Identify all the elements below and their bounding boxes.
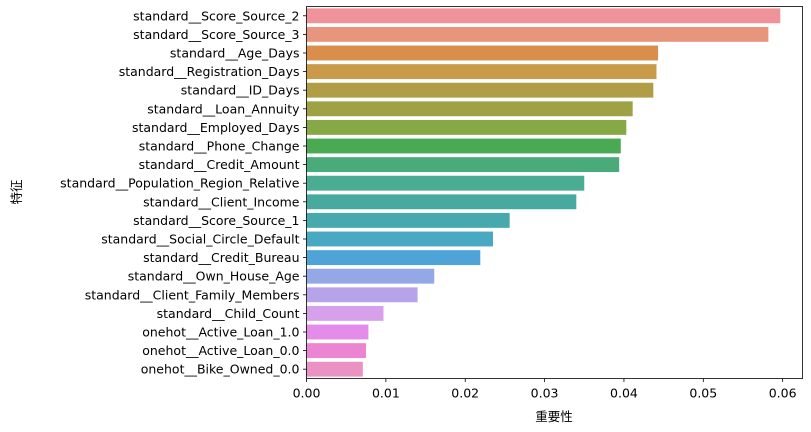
y-tick-labels: standard__Score_Source_2 standard__Score_… [60, 8, 307, 377]
bar [306, 119, 627, 135]
y-tick-label: standard__Score_Source_1 [133, 213, 299, 228]
bar [306, 250, 481, 266]
bar [306, 8, 781, 24]
x-axis-label: 重要性 [535, 409, 573, 424]
y-tick-label: standard__ID_Days [181, 83, 300, 98]
bar [306, 175, 585, 191]
bar [306, 343, 367, 359]
x-tick-label: 0.05 [689, 386, 717, 401]
x-tick-label: 0.02 [451, 386, 479, 401]
bar [306, 45, 659, 61]
bar [306, 324, 369, 340]
bar [306, 361, 363, 377]
y-tick-label: standard__Phone_Change [139, 139, 300, 154]
y-tick-label: standard__Score_Source_2 [133, 8, 299, 23]
bar [306, 101, 633, 117]
y-tick-label: standard__Social_Circle_Default [101, 232, 299, 247]
y-tick-label: standard__Own_House_Age [128, 269, 300, 284]
y-tick-label: standard__Client_Income [143, 194, 300, 209]
bars-group [306, 8, 781, 377]
bar [306, 82, 654, 98]
bar [306, 194, 577, 210]
y-tick-label: standard__Loan_Annuity [147, 101, 300, 116]
y-tick-label: standard__Employed_Days [132, 120, 300, 135]
bar [306, 287, 418, 303]
y-tick-label: onehot__Active_Loan_1.0 [142, 325, 299, 340]
y-tick-label: standard__Age_Days [170, 46, 300, 61]
plot-frame [306, 6, 803, 379]
y-tick-label: standard__Registration_Days [119, 64, 300, 79]
y-tick-label: standard__Population_Region_Relative [60, 176, 300, 191]
bar [306, 268, 435, 284]
y-tick-label: standard__Credit_Amount [139, 157, 300, 172]
x-tick-label: 0.03 [531, 386, 559, 401]
y-axis-label: 特征 [9, 179, 24, 205]
y-tick-label: standard__Client_Family_Members [85, 287, 300, 302]
y-tick-label: standard__Child_Count [157, 306, 300, 321]
bar [306, 64, 657, 80]
y-tick-label: standard__Score_Source_3 [133, 27, 299, 42]
x-tick-label: 0.00 [293, 386, 321, 401]
bar [306, 212, 510, 228]
bar [306, 305, 384, 321]
y-tick-label: onehot__Bike_Owned_0.0 [141, 362, 300, 377]
bar [306, 138, 621, 154]
x-ticks: 0.00 0.01 0.02 0.03 0.04 0.05 0.06 [293, 378, 797, 401]
x-tick-label: 0.06 [769, 386, 797, 401]
x-tick-label: 0.04 [610, 386, 638, 401]
bar [306, 231, 493, 247]
y-tick-label: standard__Credit_Bureau [143, 250, 299, 265]
bar [306, 157, 620, 173]
y-tick-label: onehot__Active_Loan_0.0 [142, 343, 299, 358]
bar [306, 26, 769, 42]
x-tick-label: 0.01 [372, 386, 400, 401]
